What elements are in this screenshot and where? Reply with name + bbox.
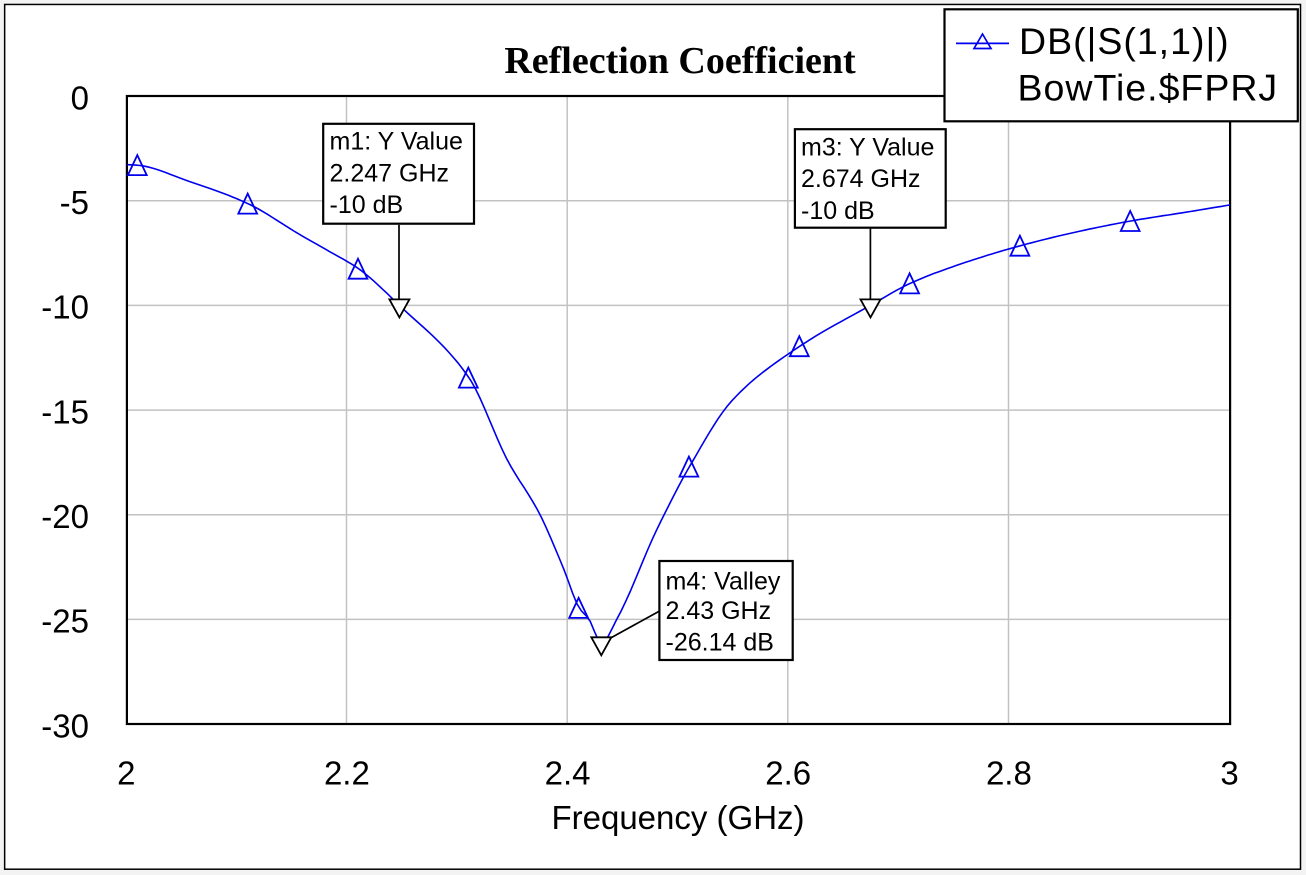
svg-text:2.674 GHz: 2.674 GHz (801, 165, 921, 193)
svg-text:-10: -10 (41, 289, 89, 326)
svg-text:m4: Valley: m4: Valley (666, 567, 781, 595)
svg-text:Frequency (GHz): Frequency (GHz) (551, 799, 804, 836)
svg-text:m3: Y Value: m3: Y Value (801, 134, 934, 162)
svg-text:-5: -5 (60, 184, 89, 221)
svg-text:-30: -30 (41, 707, 89, 744)
svg-text:-10 dB: -10 dB (330, 191, 404, 219)
svg-text:BowTie.$FPRJ: BowTie.$FPRJ (1018, 67, 1279, 109)
svg-text:2: 2 (117, 755, 135, 792)
svg-text:Reflection Coefficient: Reflection Coefficient (504, 40, 856, 82)
svg-text:2.2: 2.2 (324, 755, 370, 792)
svg-text:2.4: 2.4 (545, 755, 591, 792)
svg-text:3: 3 (1220, 755, 1238, 792)
svg-text:0: 0 (71, 79, 89, 116)
svg-text:-20: -20 (41, 498, 89, 535)
svg-text:m1: Y Value: m1: Y Value (330, 128, 463, 156)
svg-text:2.43 GHz: 2.43 GHz (666, 597, 772, 625)
svg-text:-15: -15 (41, 393, 89, 430)
svg-text:-25: -25 (41, 603, 89, 640)
svg-text:-10 dB: -10 dB (801, 197, 875, 225)
svg-text:2.8: 2.8 (986, 755, 1032, 792)
svg-text:DB(|S(1,1)|): DB(|S(1,1)|) (1019, 20, 1230, 62)
svg-text:2.6: 2.6 (765, 755, 811, 792)
svg-text:2.247 GHz: 2.247 GHz (330, 160, 450, 188)
svg-text:-26.14 dB: -26.14 dB (666, 629, 774, 657)
